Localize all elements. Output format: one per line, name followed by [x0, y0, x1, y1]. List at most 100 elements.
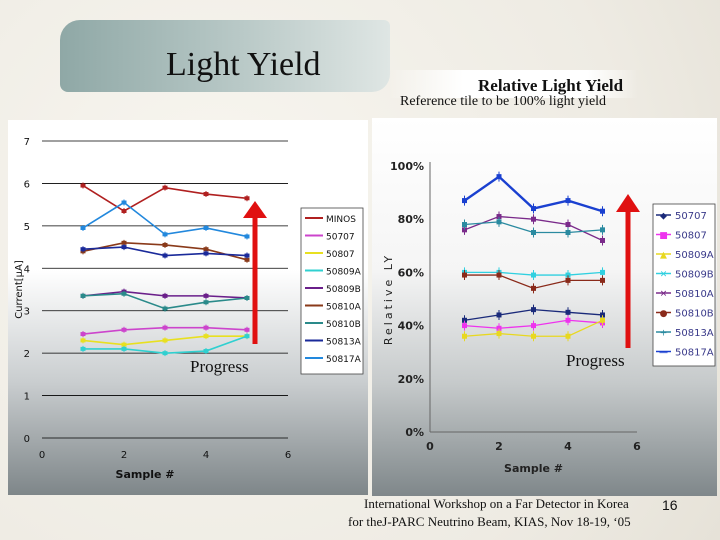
- legend-label-50807: 50807: [326, 250, 355, 260]
- data-point-50809A-3: [565, 333, 571, 339]
- y-tick-label-5: 5: [24, 222, 30, 233]
- x-tick-label-0: 0: [39, 450, 45, 461]
- data-point-MINOS-4: [244, 196, 250, 201]
- data-point-50810A-0: [462, 227, 467, 233]
- y-tick-label-0%: 0%: [405, 426, 424, 439]
- data-point-50810B-2: [531, 285, 536, 291]
- progress-label-right: Progress: [566, 351, 625, 370]
- data-point-MINOS-1: [121, 209, 127, 214]
- data-point-50807-1: [121, 342, 127, 347]
- data-point-50810A-1: [121, 240, 127, 245]
- current-chart: 0 1 2 3 4 5 6 7 0 2 4 6 Sample # Current[μA] MINOS 5070…: [14, 137, 364, 481]
- data-point-50707-2: [531, 307, 536, 313]
- data-point-50810A-2: [531, 216, 536, 222]
- legend-box: [652, 203, 716, 367]
- data-point-50809B-4: [600, 269, 605, 275]
- data-point-50810A-2: [162, 242, 168, 247]
- data-point-50809A-0: [462, 333, 467, 339]
- legend-marker-50707: ◆: [660, 212, 667, 222]
- data-point-50809A-2: [162, 351, 168, 356]
- x-axis-label: Sample #: [504, 462, 563, 475]
- title-banner: [60, 20, 390, 92]
- y-tick-label-0: 0: [24, 434, 30, 445]
- legend-label-50817A: 50817A: [675, 348, 714, 359]
- y-tick-label-3: 3: [24, 307, 30, 318]
- y-tick-label-6: 6: [24, 179, 30, 190]
- y-axis-label: Relative LY: [382, 253, 395, 345]
- x-tick-label-4: 4: [203, 450, 209, 461]
- data-point-50810B-3: [203, 300, 209, 305]
- data-point-50813A-4: [600, 227, 605, 233]
- slide-subtitle: Relative Light Yield: [478, 76, 624, 95]
- data-point-50707-1: [496, 312, 502, 318]
- legend-marker-50809A: ▲: [660, 251, 667, 261]
- y-axis-label: Current[μA]: [14, 260, 25, 319]
- data-point-50813A-0: [462, 222, 467, 228]
- legend-label-50817A: 50817A: [326, 355, 362, 365]
- data-point-50813A-2: [162, 253, 168, 258]
- data-point-50813A-1: [121, 245, 127, 250]
- data-point-50810A-4: [244, 257, 250, 262]
- y-tick-label-100%: 100%: [390, 160, 424, 173]
- data-point-50809A-4: [244, 334, 250, 339]
- legend-label-50810A: 50810A: [326, 303, 362, 313]
- legend-label-50813A: 50813A: [675, 328, 714, 339]
- data-point-50810B-4: [244, 295, 250, 300]
- legend-marker-50817A: —: [659, 348, 668, 358]
- data-point-50809B-2: [162, 293, 168, 298]
- legend-label-50813A: 50813A: [326, 338, 362, 348]
- data-point-50809A-1: [121, 346, 127, 351]
- data-point-50807-0: [462, 323, 467, 329]
- data-point-MINOS-0: [80, 183, 86, 188]
- x-tick-label-0: 0: [426, 440, 434, 453]
- data-point-50817A-4: [600, 208, 605, 214]
- data-point-50809A-3: [203, 349, 209, 354]
- y-tick-label-40%: 40%: [398, 320, 424, 333]
- legend-label-50809A: 50809A: [326, 268, 362, 278]
- data-point-50817A-4: [244, 234, 250, 239]
- data-point-50817A-3: [203, 225, 209, 230]
- data-point-50810B-1: [496, 272, 502, 278]
- data-point-50813A-2: [531, 230, 536, 235]
- legend-label-MINOS: MINOS: [326, 215, 356, 225]
- legend-label-50707: 50707: [326, 233, 355, 243]
- x-tick-label-6: 6: [633, 440, 641, 453]
- data-point-50707-2: [162, 325, 168, 330]
- data-point-50707-4: [600, 312, 605, 318]
- data-point-50817A-3: [565, 198, 571, 204]
- data-point-50809A-0: [80, 346, 86, 351]
- data-point-50810B-0: [80, 293, 86, 298]
- footer-line-2: for theJ-PARC Neutrino Beam, KIAS, Nov 1…: [348, 514, 631, 529]
- data-point-50807-0: [80, 338, 86, 343]
- data-point-50817A-0: [462, 198, 467, 204]
- data-point-50810A-3: [203, 247, 209, 252]
- x-tick-label-2: 2: [495, 440, 503, 453]
- data-point-50817A-2: [162, 232, 168, 237]
- data-point-50809B-3: [203, 293, 209, 298]
- data-point-50813A-3: [203, 251, 209, 256]
- legend-label-50809A: 50809A: [675, 250, 714, 261]
- y-tick-label-7: 7: [24, 137, 30, 148]
- data-point-50817A-2: [531, 206, 536, 212]
- data-point-50809B-2: [531, 272, 536, 278]
- data-point-50813A-1: [496, 219, 502, 225]
- legend-label-50809B: 50809B: [675, 270, 714, 281]
- slide-title: Light Yield: [166, 46, 321, 83]
- data-point-50707-0: [462, 317, 467, 323]
- legend-label-50809B: 50809B: [326, 285, 361, 295]
- legend-label-50707: 50707: [675, 211, 707, 222]
- progress-arrow-head: [616, 194, 640, 212]
- data-point-50707-0: [80, 332, 86, 337]
- x-axis-label: Sample #: [116, 468, 175, 481]
- relative-ly-chart: 0% 20% 40% 60% 80% 100% 0 2 4 6 Sample # Relative L…: [382, 160, 716, 475]
- data-point-50810A-4: [600, 237, 605, 243]
- data-point-50813A-4: [244, 253, 250, 258]
- legend-label-50810B: 50810B: [326, 320, 361, 330]
- x-tick-label-6: 6: [285, 450, 291, 461]
- data-point-50810B-2: [162, 306, 168, 311]
- data-point-50807-1: [496, 325, 502, 331]
- data-point-MINOS-3: [203, 192, 209, 197]
- data-point-50817A-0: [80, 225, 86, 230]
- y-tick-label-1: 1: [24, 392, 30, 403]
- data-point-50813A-3: [565, 230, 571, 235]
